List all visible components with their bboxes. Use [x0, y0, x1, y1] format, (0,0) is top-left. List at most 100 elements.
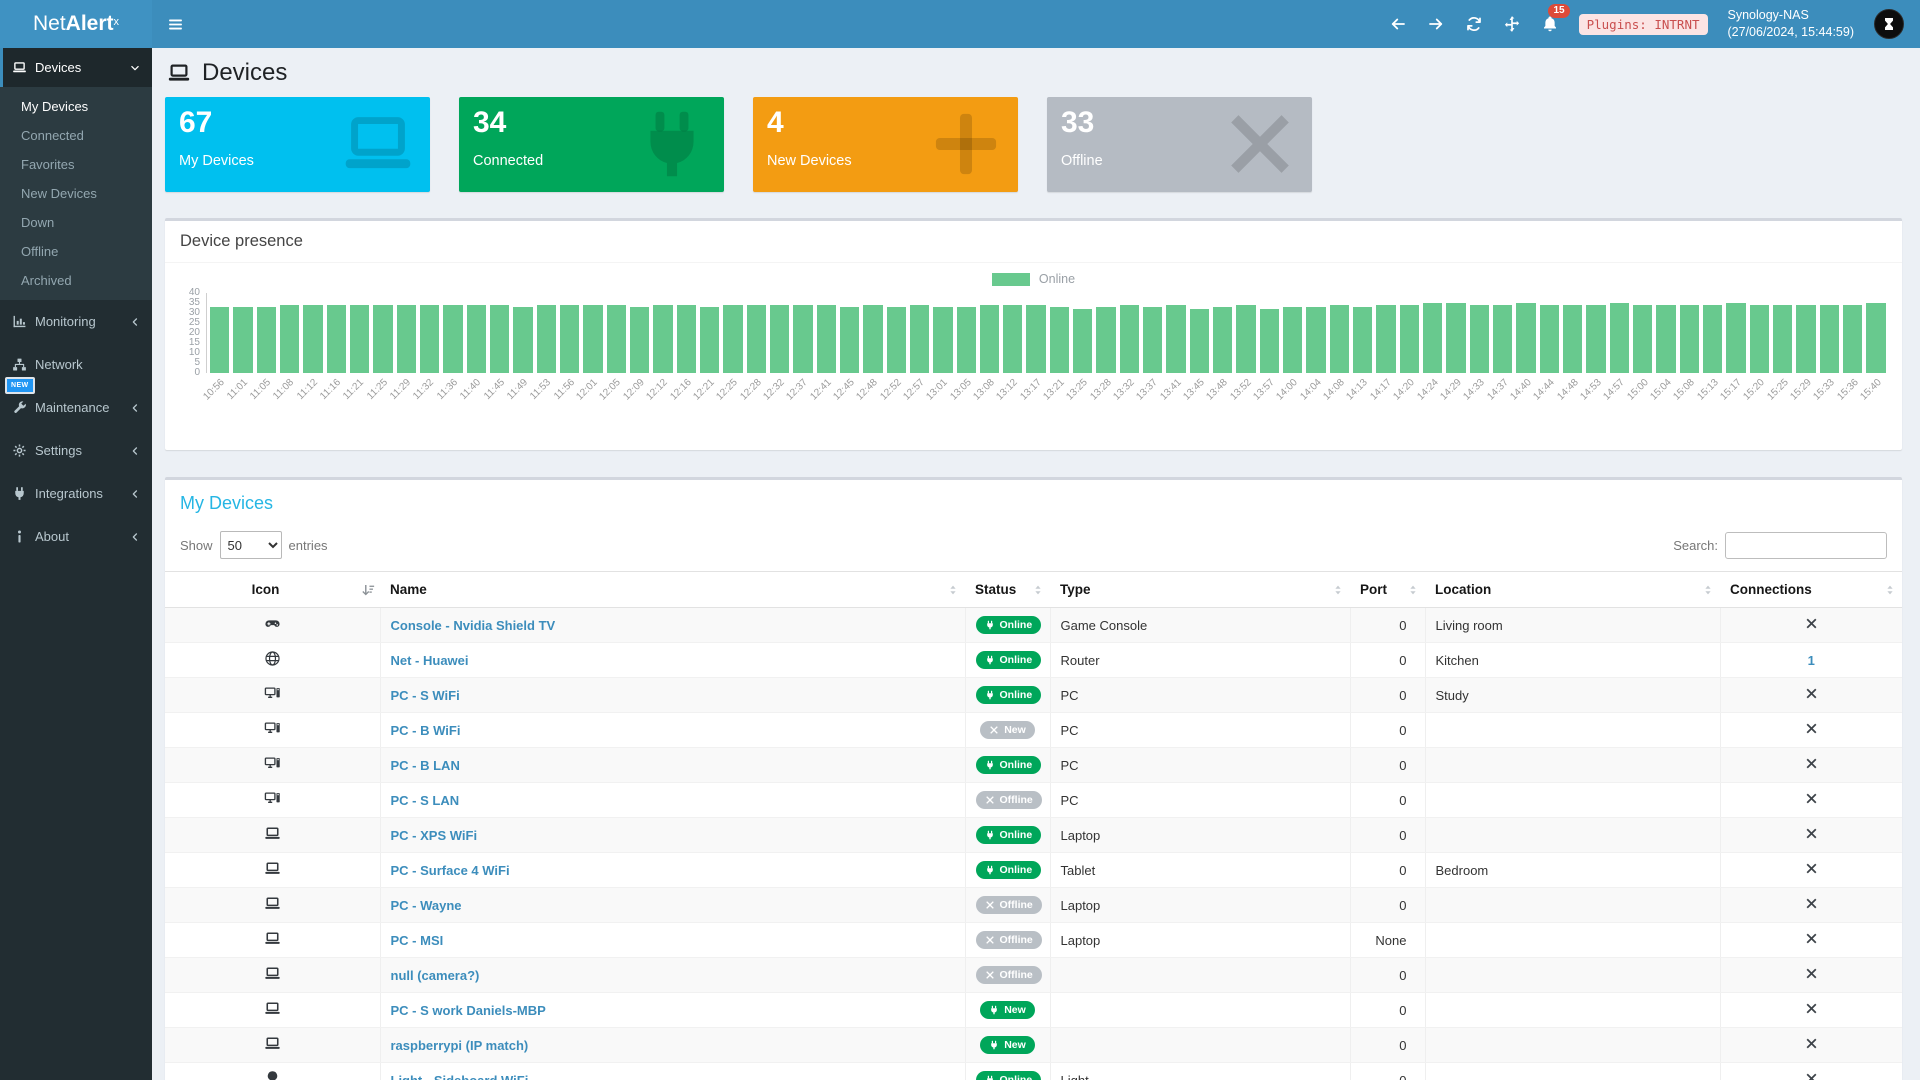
sidebar-item-offline[interactable]: Offline: [21, 244, 59, 259]
x-tick: 11:01: [225, 376, 253, 422]
sidebar-item-integrations[interactable]: Integrations: [0, 472, 152, 515]
table-header-row: Icon Name Status Type Port Location Connection…: [165, 571, 1902, 608]
clear-connection-icon[interactable]: [1805, 1072, 1818, 1080]
search-input[interactable]: [1725, 531, 1887, 559]
sort-icon: [1701, 583, 1715, 597]
sidebar-item-about[interactable]: About: [0, 515, 152, 558]
bar-slot: [1258, 293, 1281, 373]
sidebar-item-my-devices[interactable]: My Devices: [21, 99, 89, 114]
table-row: Light - Sideboard WiFi Online Light 0: [165, 1062, 1902, 1080]
column-label: Status: [975, 582, 1017, 597]
device-name-link[interactable]: PC - XPS WiFi: [390, 827, 478, 843]
bar-slot: [1211, 293, 1234, 373]
card-label: Connected: [473, 152, 544, 169]
brand-logo[interactable]: Net Alert x: [0, 0, 152, 48]
summary-card-offline[interactable]: 33 Offline: [1047, 97, 1312, 192]
sidebar-item-down[interactable]: Down: [21, 215, 55, 230]
x-tick: 13:12: [995, 376, 1024, 422]
bar-slot: [231, 293, 254, 373]
bar-slot: [301, 293, 324, 373]
bar-slot: [371, 293, 394, 373]
bar-slot: [255, 293, 278, 373]
device-name-link[interactable]: null (camera?): [390, 967, 480, 983]
summary-card-new-devices[interactable]: 4 New Devices: [753, 97, 1018, 192]
clear-connection-icon[interactable]: [1805, 617, 1818, 630]
sidebar-item-label: Monitoring: [35, 314, 96, 329]
x-tick: 11:53: [528, 376, 557, 422]
device-name-link[interactable]: PC - S LAN: [390, 792, 460, 808]
column-header-type[interactable]: Type: [1050, 571, 1350, 608]
clear-connection-icon[interactable]: [1805, 757, 1818, 770]
device-name-cell: Net - Huawei: [379, 642, 965, 678]
clear-connection-icon[interactable]: [1805, 1037, 1818, 1050]
notifications-button[interactable]: 15: [1541, 4, 1570, 33]
column-header-status[interactable]: Status: [965, 571, 1050, 608]
sidebar-item-monitoring[interactable]: Monitoring: [0, 300, 152, 343]
device-name-link[interactable]: Net - Huawei: [390, 652, 469, 668]
sidebar-item-new-devices[interactable]: New Devices: [21, 186, 97, 201]
status-badge: Offline: [975, 791, 1042, 809]
desktop-icon: [264, 755, 281, 772]
device-name-link[interactable]: PC - B WiFi: [390, 722, 461, 738]
clear-connection-icon[interactable]: [1805, 897, 1818, 910]
online-bar: [583, 305, 603, 373]
clear-connection-icon[interactable]: [1805, 862, 1818, 875]
sidebar-devices-label: Devices: [35, 60, 82, 75]
card-value: 33: [1061, 106, 1095, 139]
device-name-link[interactable]: PC - Surface 4 WiFi: [390, 862, 510, 878]
sidebar-item-settings[interactable]: Settings: [0, 429, 152, 472]
page-length-select[interactable]: 50: [219, 531, 282, 559]
clear-connection-icon[interactable]: [1805, 1002, 1818, 1015]
sidebar-item-network[interactable]: Network: [0, 343, 152, 386]
back-button[interactable]: [1389, 15, 1407, 33]
bar-slot: [1188, 293, 1211, 373]
summary-card-connected[interactable]: 34 Connected: [459, 97, 724, 192]
status-badge: New: [980, 721, 1035, 739]
sort-desc-icon: [361, 583, 375, 597]
user-avatar[interactable]: [1874, 9, 1904, 39]
online-bar: [863, 305, 883, 373]
device-name-link[interactable]: Light - Sideboard WiFi: [390, 1072, 529, 1080]
column-header-location[interactable]: Location: [1425, 571, 1720, 608]
device-name-link[interactable]: PC - Wayne: [390, 897, 462, 913]
clear-connection-icon[interactable]: [1805, 722, 1818, 735]
sidebar-toggle-button[interactable]: [152, 0, 198, 48]
column-header-port[interactable]: Port: [1350, 571, 1425, 608]
x-tick: 13:21: [1041, 376, 1070, 422]
column-header-name[interactable]: Name: [380, 571, 965, 608]
x-tick: 11:25: [365, 376, 393, 422]
table-row: PC - Wayne Offline Laptop 0: [165, 887, 1902, 923]
x-tick: 11:12: [295, 376, 323, 422]
column-header-connections[interactable]: Connections: [1720, 571, 1902, 608]
search-control: Search:: [1673, 531, 1887, 559]
device-name-link[interactable]: PC - B LAN: [390, 757, 460, 773]
sidebar-item-connected[interactable]: Connected: [21, 128, 84, 143]
device-name-link[interactable]: Console - Nvidia Shield TV: [390, 617, 556, 633]
clear-connection-icon[interactable]: [1805, 932, 1818, 945]
column-header-icon[interactable]: Icon: [165, 571, 380, 608]
x-tick: 12:09: [621, 376, 650, 422]
forward-button[interactable]: [1427, 15, 1445, 33]
summary-card-my-devices[interactable]: 67 My Devices: [165, 97, 430, 192]
move-button[interactable]: [1503, 15, 1521, 33]
device-name-link[interactable]: PC - S work Daniels-MBP: [390, 1002, 546, 1018]
connections-cell: [1719, 1027, 1902, 1063]
sidebar-item-favorites[interactable]: Favorites: [21, 157, 75, 172]
clear-connection-icon[interactable]: [1805, 687, 1818, 700]
device-name-link[interactable]: PC - S WiFi: [390, 687, 460, 703]
online-bar: [303, 305, 323, 373]
device-name-link[interactable]: PC - MSI: [390, 932, 444, 948]
device-name-link[interactable]: raspberrypi (IP match): [390, 1037, 529, 1053]
refresh-button[interactable]: [1465, 15, 1483, 33]
clear-connection-icon[interactable]: [1805, 967, 1818, 980]
clear-connection-icon[interactable]: [1805, 827, 1818, 840]
clear-connection-icon[interactable]: [1805, 792, 1818, 805]
plugins-status-badge[interactable]: Plugins: INTRNT: [1578, 13, 1708, 35]
connections-count-link[interactable]: 1: [1807, 652, 1815, 668]
sidebar-item-maintenance[interactable]: Maintenance NEW: [0, 377, 152, 429]
connections-cell: [1719, 712, 1902, 748]
sidebar-item-label: Network: [35, 357, 83, 372]
sidebar-item-archived[interactable]: Archived: [21, 273, 72, 288]
sidebar-item-devices[interactable]: Devices: [0, 48, 152, 87]
status-cell: Online: [964, 817, 1050, 853]
